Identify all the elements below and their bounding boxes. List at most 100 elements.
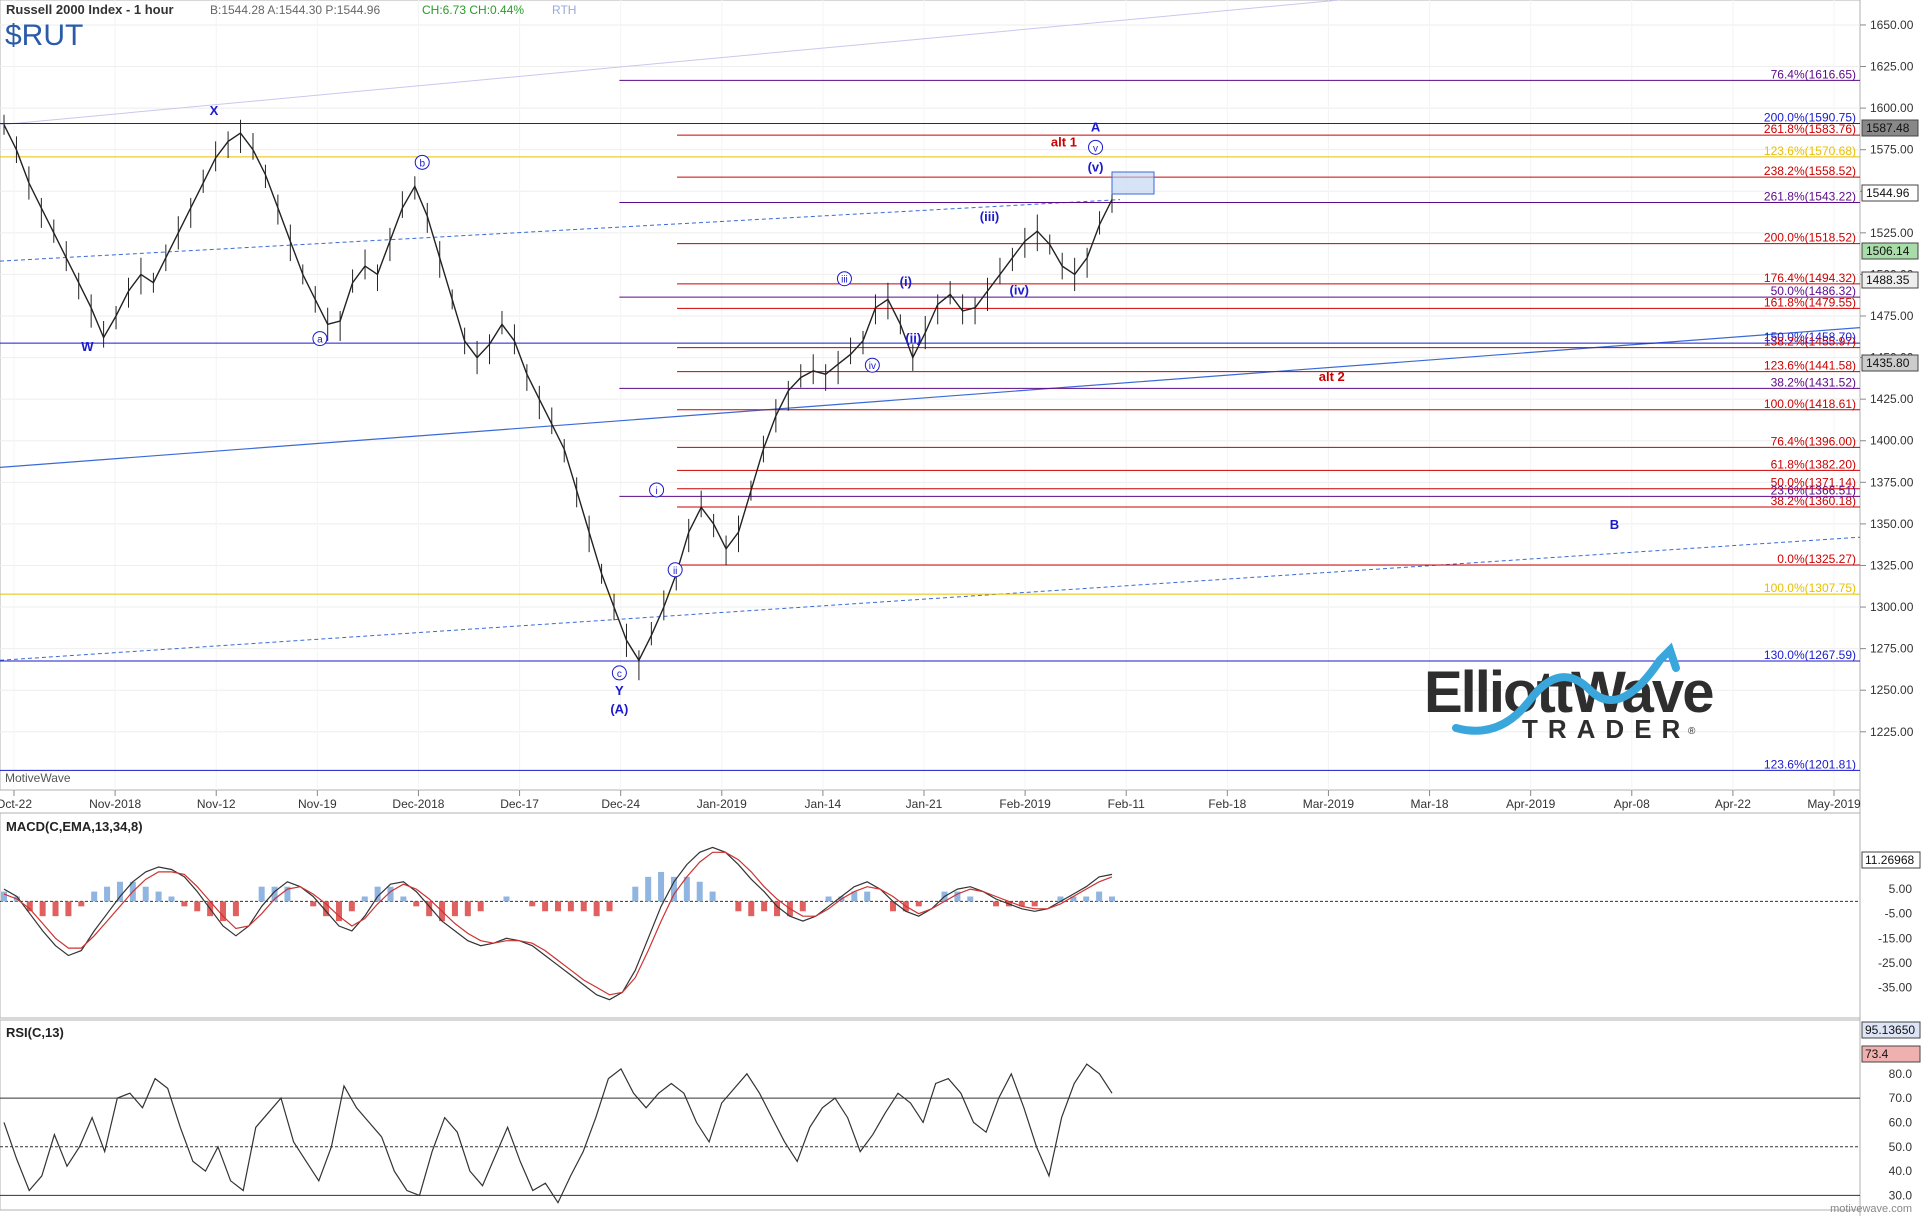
time-tick-label: Feb-18: [1208, 797, 1246, 811]
macd-tick-label: -35.00: [1878, 980, 1912, 994]
rsi-tick-label: 40.0: [1889, 1164, 1913, 1178]
price-tag-box: [1861, 271, 1919, 289]
rsi-line: [3, 1063, 1113, 1204]
price-tick-label: 1350.00: [1870, 517, 1914, 531]
time-tick-label: Nov-19: [298, 797, 337, 811]
macd-histogram-bar: [555, 901, 561, 912]
footer-site: motivewave.com: [1830, 1203, 1912, 1215]
macd-histogram-bar: [1057, 896, 1064, 902]
macd-value-label: 11.26968: [1865, 853, 1914, 867]
fib-label: 38.2%(1360.18): [1771, 494, 1856, 508]
wave-label-circle: [312, 331, 328, 347]
price-tag-box: [1861, 184, 1919, 202]
macd-histogram-bar: [542, 901, 549, 912]
wave-label: (iii): [980, 209, 1000, 224]
rsi-tick-label: 60.0: [1889, 1115, 1913, 1129]
macd-histogram-bar: [915, 901, 922, 907]
wave-label: A: [1091, 119, 1101, 134]
fib-lines: 76.4%(1616.65) 200.0%(1590.75)261.8%(1583…: [0, 67, 1860, 771]
trendline-faint: [0, 0, 1341, 126]
wave-label: iii: [841, 275, 848, 286]
macd-histogram-bar: [761, 901, 768, 912]
time-tick-label: Nov-12: [197, 797, 236, 811]
macd-histogram-bar: [271, 886, 278, 902]
price-tag-box: [1861, 242, 1919, 260]
wave-label: v: [1093, 143, 1098, 154]
macd-tick-label: -25.00: [1878, 956, 1912, 970]
fib-label: 100.0%(1307.75): [1764, 581, 1856, 595]
price-tick-label: 1400.00: [1870, 434, 1914, 448]
macd-histogram-bar: [799, 901, 806, 912]
wave-label: c: [617, 669, 622, 680]
macd-title: MACD(C,EMA,13,34,8): [6, 819, 143, 834]
fib-label: 130.0%(1267.59): [1764, 648, 1856, 662]
macd-histogram-bar: [477, 901, 484, 912]
logo-line1: ElliottWave: [1424, 660, 1713, 725]
rsi-tick-label: 70.0: [1889, 1091, 1913, 1105]
fib-label: 123.6%(1201.81): [1764, 757, 1856, 771]
fib-label: 261.8%(1583.76): [1764, 122, 1856, 136]
logo-registered: ®: [1688, 726, 1696, 737]
wave-label: (iv): [1010, 282, 1030, 297]
price-tag-label: 1587.48: [1866, 121, 1910, 135]
macd-histogram-bar: [606, 901, 613, 912]
macd-histogram-bar: [503, 896, 510, 902]
wave-label: (A): [610, 701, 628, 716]
macd-histogram-bar: [310, 901, 317, 907]
wave-label: X: [210, 103, 219, 118]
macd-histogram-bar: [580, 901, 587, 912]
macd-tick-label: -15.00: [1878, 931, 1912, 945]
rsi-value-box: [1861, 1021, 1921, 1039]
wave-label-circle: [667, 562, 683, 578]
fib-label: 200.0%(1590.75): [1764, 110, 1856, 124]
fib-label: 123.6%(1570.68): [1764, 144, 1856, 158]
macd-histogram-bar: [1070, 896, 1077, 902]
wave-label: alt 1: [1051, 134, 1077, 149]
wave-label: iv: [869, 361, 876, 372]
macd-histogram-bar: [864, 891, 871, 902]
wave-label: i: [655, 486, 657, 497]
time-tick-label: Oct-22: [0, 797, 32, 811]
fib-label: 50.0%(1371.14): [1771, 476, 1856, 490]
macd-histogram-bar: [709, 891, 716, 902]
macd-value-box: [1861, 851, 1921, 869]
rsi-value-label: 95.13650: [1865, 1023, 1915, 1037]
symbol-label: $RUT: [5, 19, 83, 52]
elliottwave-trader-logo: ElliottWave TRADER ®: [1424, 642, 1715, 744]
macd-histogram-bar: [116, 881, 123, 902]
price-tick-label: 1275.00: [1870, 642, 1914, 656]
macd-histogram-bar: [39, 901, 46, 917]
macd-histogram-bar: [774, 901, 781, 917]
macd-histogram-bar: [567, 901, 574, 912]
macd-histogram-bar: [323, 901, 330, 917]
rsi-tick-label: 80.0: [1889, 1067, 1913, 1081]
wave-label-circle: [649, 482, 665, 498]
time-tick-label: Dec-17: [500, 797, 539, 811]
time-tick-label: Jan-14: [805, 797, 842, 811]
macd-tick-label: -5.00: [1885, 907, 1913, 921]
macd-signal-line: [3, 851, 1113, 996]
time-tick-label: Jan-2019: [697, 797, 747, 811]
macd-histogram-bar: [670, 876, 677, 902]
wave-label: a: [317, 335, 323, 346]
macd-histogram-bar: [683, 876, 690, 902]
macd-tick-label: 5.00: [1889, 882, 1913, 896]
macd-histogram-bar: [387, 886, 394, 902]
time-tick-label: Feb-11: [1108, 797, 1145, 811]
time-tick-label: Apr-08: [1614, 797, 1650, 811]
fib-label: 161.8%(1479.55): [1764, 295, 1856, 309]
wave-label-circle: [1088, 139, 1104, 155]
fib-label: 150.0%(1458.70): [1764, 330, 1856, 344]
rsi-value-label: 73.4: [1865, 1047, 1889, 1061]
fib-label: 61.8%(1382.20): [1771, 457, 1856, 471]
price-tick-label: 1225.00: [1870, 725, 1914, 739]
time-tick-label: Jan-21: [906, 797, 943, 811]
fib-label: 0.0%(1325.27): [1777, 552, 1856, 566]
time-tick-label: Apr-2019: [1506, 797, 1556, 811]
time-tick-label: Feb-2019: [999, 797, 1051, 811]
price-tick-label: 1650.00: [1870, 18, 1914, 32]
price-tag-label: 1435.80: [1866, 356, 1910, 370]
time-tick-label: Mar-2019: [1303, 797, 1355, 811]
price-tag-label: 1488.35: [1866, 273, 1910, 287]
